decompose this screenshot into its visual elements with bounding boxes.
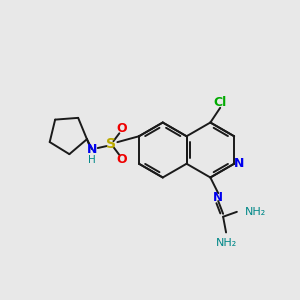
Text: N: N xyxy=(213,190,223,204)
Text: Cl: Cl xyxy=(214,96,227,110)
Text: O: O xyxy=(116,153,127,166)
Text: S: S xyxy=(106,137,116,151)
Text: NH₂: NH₂ xyxy=(215,238,237,248)
Text: NH₂: NH₂ xyxy=(245,207,266,217)
Text: N: N xyxy=(87,142,97,155)
Text: O: O xyxy=(116,122,127,135)
Text: H: H xyxy=(88,155,96,165)
Text: N: N xyxy=(234,157,244,170)
